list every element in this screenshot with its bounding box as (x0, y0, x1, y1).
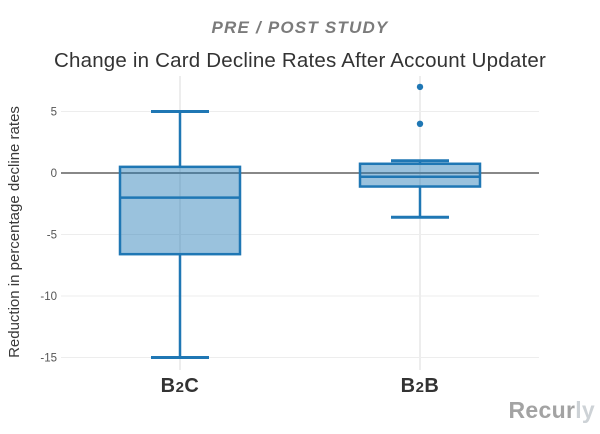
y-tick-label: 0 (51, 168, 57, 180)
x-category-label-b2c: B2C (161, 375, 200, 397)
y-tick-label: -5 (47, 230, 57, 242)
recurly-logo: Recurly (509, 397, 596, 424)
x-category-label-b2b: B2B (401, 375, 440, 397)
y-tick-label: -15 (40, 353, 57, 365)
recurly-logo-secondary: ly (575, 397, 595, 423)
y-tick-label: -10 (40, 291, 57, 303)
outlier-point-b2b (416, 120, 424, 128)
outlier-point-b2b (416, 83, 424, 91)
y-tick-label: 5 (51, 107, 57, 119)
recurly-logo-primary: Recur (508, 397, 576, 423)
y-axis-title: Reduction in percentage decline rates (6, 106, 23, 358)
chart-pretitle: PRE / POST STUDY (211, 18, 389, 37)
box-b2b (358, 162, 482, 188)
chart-title: Change in Card Decline Rates After Accou… (53, 49, 547, 72)
box-b2c (118, 165, 242, 256)
